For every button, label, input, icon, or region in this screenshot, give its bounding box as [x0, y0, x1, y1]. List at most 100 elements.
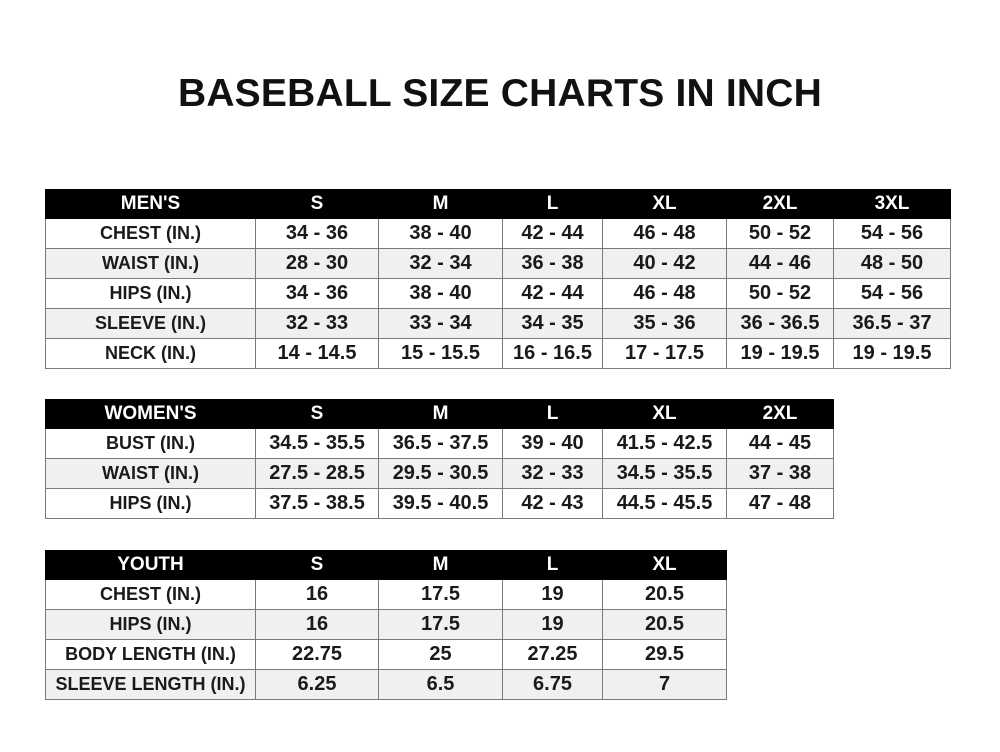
table-cell: 19 — [502, 609, 603, 640]
column-header: M — [378, 189, 503, 219]
column-header: S — [255, 550, 379, 580]
table-cell: 34.5 - 35.5 — [255, 428, 379, 459]
column-header: 2XL — [726, 399, 834, 429]
row-label: WAIST (IN.) — [45, 248, 256, 279]
column-header: M — [378, 550, 503, 580]
table-cell: 44.5 - 45.5 — [602, 488, 727, 519]
table-row: HIPS (IN.) 37.5 - 38.5 39.5 - 40.5 42 - 43 4… — [45, 488, 834, 519]
table-cell: 39 - 40 — [502, 428, 603, 459]
table-cell: 20.5 — [602, 579, 727, 610]
table-cell: 17.5 — [378, 609, 503, 640]
header-row: WOMEN'S S M L XL 2XL — [45, 399, 834, 429]
column-header: 2XL — [726, 189, 834, 219]
table-cell: 40 - 42 — [602, 248, 727, 279]
table-cell: 27.5 - 28.5 — [255, 458, 379, 489]
row-label: CHEST (IN.) — [45, 579, 256, 610]
table-cell: 34 - 35 — [502, 308, 603, 339]
table-cell: 44 - 45 — [726, 428, 834, 459]
table-cell: 37 - 38 — [726, 458, 834, 489]
column-header: WOMEN'S — [45, 399, 256, 429]
table-cell: 50 - 52 — [726, 278, 834, 309]
table-row: BODY LENGTH (IN.) 22.75 25 27.25 29.5 — [45, 639, 727, 670]
column-header: XL — [602, 550, 727, 580]
table-cell: 6.75 — [502, 669, 603, 700]
row-label: HIPS (IN.) — [45, 278, 256, 309]
table-cell: 50 - 52 — [726, 218, 834, 249]
table-cell: 32 - 33 — [502, 458, 603, 489]
table-cell: 54 - 56 — [833, 218, 951, 249]
table-row: HIPS (IN.) 34 - 36 38 - 40 42 - 44 46 - 48 50… — [45, 278, 951, 309]
table-cell: 16 — [255, 609, 379, 640]
row-label: CHEST (IN.) — [45, 218, 256, 249]
table-row: WAIST (IN.) 27.5 - 28.5 29.5 - 30.5 32 - 33… — [45, 458, 834, 489]
row-label: SLEEVE (IN.) — [45, 308, 256, 339]
page-title: BASEBALL SIZE CHARTS IN INCH — [177, 72, 823, 115]
column-header: L — [502, 189, 603, 219]
header-row: MEN'S S M L XL 2XL 3XL — [45, 189, 951, 219]
table-cell: 38 - 40 — [378, 278, 503, 309]
column-header: S — [255, 189, 379, 219]
table-cell: 16 — [255, 579, 379, 610]
table-cell: 22.75 — [255, 639, 379, 670]
table-cell: 32 - 34 — [378, 248, 503, 279]
table-cell: 6.5 — [378, 669, 503, 700]
table-cell: 16 - 16.5 — [502, 338, 603, 369]
table-cell: 29.5 — [602, 639, 727, 670]
row-label: SLEEVE LENGTH (IN.) — [45, 669, 256, 700]
table-cell: 17.5 — [378, 579, 503, 610]
table-row: HIPS (IN.) 16 17.5 19 20.5 — [45, 609, 727, 640]
table-cell: 19 - 19.5 — [833, 338, 951, 369]
table-cell: 36.5 - 37.5 — [378, 428, 503, 459]
table-row: NECK (IN.) 14 - 14.5 15 - 15.5 16 - 16.5 17 … — [45, 338, 951, 369]
column-header: MEN'S — [45, 189, 256, 219]
column-header: XL — [602, 399, 727, 429]
column-header: M — [378, 399, 503, 429]
table-cell: 29.5 - 30.5 — [378, 458, 503, 489]
row-label: HIPS (IN.) — [45, 488, 256, 519]
row-label: NECK (IN.) — [45, 338, 256, 369]
table-cell: 36.5 - 37 — [833, 308, 951, 339]
table-row: WAIST (IN.) 28 - 30 32 - 34 36 - 38 40 - 42 4… — [45, 248, 951, 279]
table-cell: 6.25 — [255, 669, 379, 700]
table-row: CHEST (IN.) 16 17.5 19 20.5 — [45, 579, 727, 610]
table-cell: 47 - 48 — [726, 488, 834, 519]
table-cell: 34 - 36 — [255, 218, 379, 249]
table-cell: 46 - 48 — [602, 278, 727, 309]
row-label: HIPS (IN.) — [45, 609, 256, 640]
row-label: WAIST (IN.) — [45, 458, 256, 489]
table-cell: 20.5 — [602, 609, 727, 640]
table-row: SLEEVE (IN.) 32 - 33 33 - 34 34 - 35 35 - 36… — [45, 308, 951, 339]
table-cell: 19 - 19.5 — [726, 338, 834, 369]
column-header: YOUTH — [45, 550, 256, 580]
table-cell: 33 - 34 — [378, 308, 503, 339]
table-row: SLEEVE LENGTH (IN.) 6.25 6.5 6.75 7 — [45, 669, 727, 700]
table-cell: 28 - 30 — [255, 248, 379, 279]
table-cell: 7 — [602, 669, 727, 700]
table-cell: 44 - 46 — [726, 248, 834, 279]
table-row: BUST (IN.) 34.5 - 35.5 36.5 - 37.5 39 - 40 4… — [45, 428, 834, 459]
youth-size-table: YOUTH S M L XL CHEST (IN.) 16 17.5 19 20.5 HIPS (I… — [45, 550, 727, 700]
table-cell: 48 - 50 — [833, 248, 951, 279]
table-cell: 14 - 14.5 — [255, 338, 379, 369]
table-cell: 39.5 - 40.5 — [378, 488, 503, 519]
table-cell: 17 - 17.5 — [602, 338, 727, 369]
table-cell: 35 - 36 — [602, 308, 727, 339]
table-cell: 42 - 43 — [502, 488, 603, 519]
table-cell: 36 - 36.5 — [726, 308, 834, 339]
column-header: S — [255, 399, 379, 429]
men-size-table: MEN'S S M L XL 2XL 3XL CHEST (IN.) 34 - 36 38 - 4… — [45, 189, 951, 369]
table-cell: 41.5 - 42.5 — [602, 428, 727, 459]
table-cell: 27.25 — [502, 639, 603, 670]
column-header: 3XL — [833, 189, 951, 219]
table-cell: 36 - 38 — [502, 248, 603, 279]
header-row: YOUTH S M L XL — [45, 550, 727, 580]
table-cell: 19 — [502, 579, 603, 610]
column-header: L — [502, 550, 603, 580]
table-cell: 25 — [378, 639, 503, 670]
table-cell: 34 - 36 — [255, 278, 379, 309]
table-cell: 15 - 15.5 — [378, 338, 503, 369]
column-header: L — [502, 399, 603, 429]
table-cell: 46 - 48 — [602, 218, 727, 249]
table-cell: 54 - 56 — [833, 278, 951, 309]
table-cell: 34.5 - 35.5 — [602, 458, 727, 489]
